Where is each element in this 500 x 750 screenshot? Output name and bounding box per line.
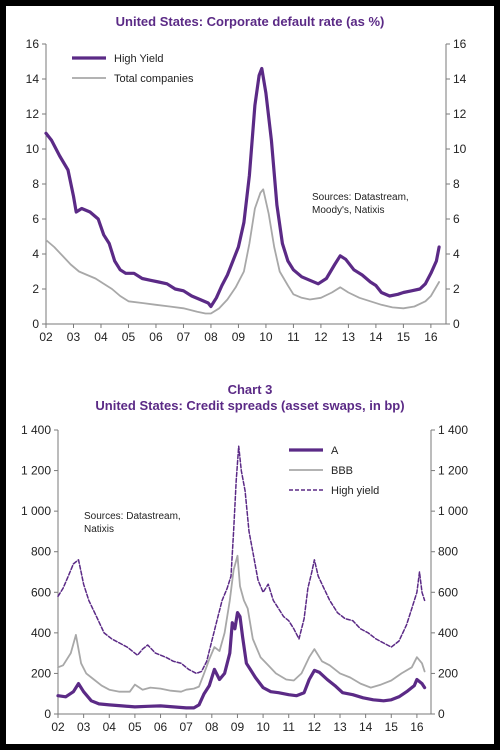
chart2-xtick-label: 11 [282, 720, 295, 734]
chart1-ytick-label-right: 2 [453, 282, 460, 296]
chart1-ytick-label-left: 16 [26, 37, 40, 51]
chart2-xtick-label: 10 [256, 720, 270, 734]
chart2-ytick-label-left: 400 [31, 626, 51, 640]
chart1-xtick-label: 10 [259, 330, 273, 344]
chart2-ytick-label-left: 1 400 [21, 423, 51, 437]
chart2-legend-label: A [331, 445, 339, 457]
chart2-legend-label: High yield [331, 485, 379, 497]
chart1-ytick-label-right: 8 [453, 177, 460, 191]
chart2-ytick-label-right: 1 000 [438, 504, 468, 518]
chart2-source-note: Natixis [84, 524, 114, 535]
chart2-xtick-label: 14 [359, 720, 373, 734]
credit-spreads-chart: 0 0 200 200 400 400 600 600 800 800 1 000 1 000 1 20… [21, 423, 468, 734]
chart2-ytick-label-left: 800 [31, 545, 51, 559]
chart2-xtick-label: 04 [103, 720, 117, 734]
chart2-ytick-label-right: 0 [438, 707, 445, 721]
chart2-legend-label: BBB [331, 465, 353, 477]
chart1-xtick-label: 06 [149, 330, 163, 344]
chart1-series-total-companies [45, 188, 440, 315]
chart2-ytick-label-right: 600 [438, 585, 458, 599]
chart1-xtick-label: 03 [67, 330, 81, 344]
chart1-ytick-label-right: 10 [453, 142, 467, 156]
chart2-ytick-label-left: 200 [31, 666, 51, 680]
chart2-title: United States: Credit spreads (asset swa… [95, 398, 405, 413]
chart2-series-high-yield [57, 445, 426, 675]
chart1-title: United States: Corporate default rate (a… [115, 14, 385, 29]
chart1-xtick-label: 14 [369, 330, 383, 344]
chart2-xtick-label: 09 [231, 720, 245, 734]
chart2-series-bbb [57, 554, 426, 693]
chart1-ytick-label-right: 6 [453, 212, 460, 226]
chart1-ytick-label-right: 14 [453, 72, 467, 86]
chart1-xtick-label: 16 [424, 330, 438, 344]
chart1-ytick-label-left: 12 [26, 107, 40, 121]
chart2-ytick-label-right: 1 200 [438, 464, 468, 478]
chart1-xtick-label: 09 [232, 330, 246, 344]
chart2-ytick-label-right: 1 400 [438, 423, 468, 437]
chart2-ytick-label-right: 400 [438, 626, 458, 640]
chart1-xtick-label: 08 [204, 330, 218, 344]
chart2-xtick-label: 03 [77, 720, 91, 734]
chart1-ytick-label-left: 10 [26, 142, 40, 156]
chart2-xtick-label: 05 [128, 720, 142, 734]
chart1-xtick-label: 04 [94, 330, 108, 344]
chart1-series-high-yield [44, 66, 441, 309]
chart2-xtick-label: 15 [385, 720, 399, 734]
chart1-legend-label: Total companies [114, 73, 194, 85]
chart2-xtick-label: 13 [333, 720, 347, 734]
chart1-source-note: Moody's, Natixis [312, 205, 385, 216]
chart2-label: Chart 3 [227, 382, 273, 397]
chart2-ytick-label-left: 0 [44, 707, 51, 721]
chart1-ytick-label-left: 14 [26, 72, 40, 86]
chart1-ytick-label-left: 4 [32, 247, 39, 261]
chart2-xtick-label: 02 [51, 720, 65, 734]
chart1-xtick-label: 15 [397, 330, 411, 344]
chart1-xtick-label: 13 [342, 330, 356, 344]
chart2-xtick-label: 12 [308, 720, 322, 734]
chart1-ytick-label-left: 2 [32, 282, 39, 296]
chart1-legend-label: High Yield [114, 53, 164, 65]
chart1-ytick-label-left: 6 [32, 212, 39, 226]
chart1-ytick-label-right: 0 [453, 317, 460, 331]
chart2-ytick-label-left: 600 [31, 585, 51, 599]
chart2-series-a [56, 611, 427, 710]
chart2-source-note: Sources: Datastream, [84, 511, 181, 522]
chart2-xtick-label: 16 [410, 720, 424, 734]
chart1-xtick-label: 11 [287, 330, 300, 344]
chart1-xtick-label: 02 [39, 330, 53, 344]
chart2-ytick-label-left: 1 000 [21, 504, 51, 518]
chart1-ytick-label-right: 12 [453, 107, 467, 121]
chart2-xtick-label: 07 [179, 720, 193, 734]
chart2-xtick-label: 08 [205, 720, 219, 734]
chart1-ytick-label-right: 16 [453, 37, 467, 51]
figure-panel: United States: Corporate default rate (a… [6, 6, 494, 744]
chart1-ytick-label-left: 0 [32, 317, 39, 331]
chart2-xtick-label: 06 [154, 720, 168, 734]
chart2-ytick-label-right: 800 [438, 545, 458, 559]
chart1-source-note: Sources: Datastream, [312, 192, 409, 203]
chart2-ytick-label-left: 1 200 [21, 464, 51, 478]
chart2-ytick-label-right: 200 [438, 666, 458, 680]
chart1-ytick-label-left: 8 [32, 177, 39, 191]
chart1-ytick-label-right: 4 [453, 247, 460, 261]
chart1-xtick-label: 05 [122, 330, 136, 344]
chart1-xtick-label: 12 [314, 330, 328, 344]
chart1-xtick-label: 07 [177, 330, 191, 344]
